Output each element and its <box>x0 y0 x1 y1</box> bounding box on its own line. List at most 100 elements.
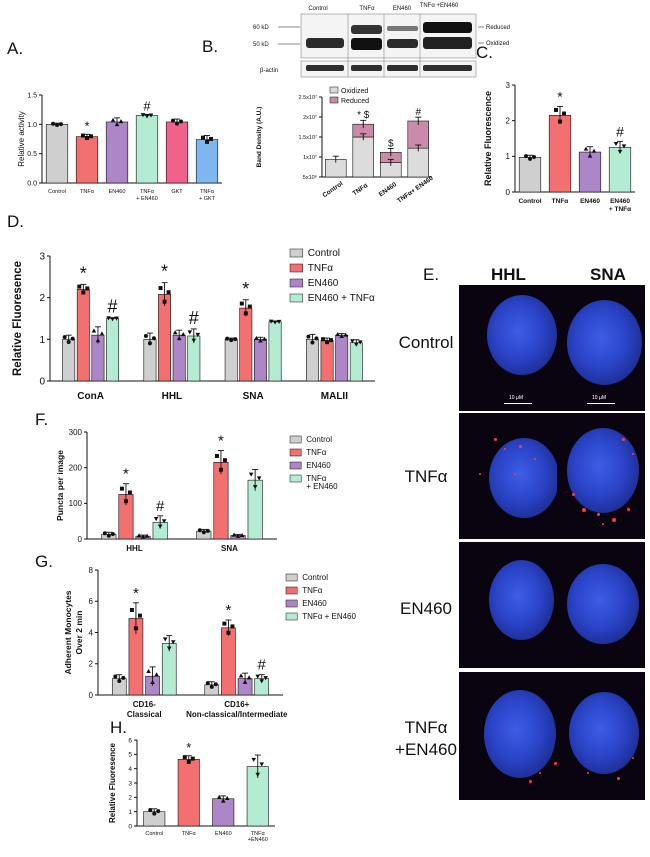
chart-a-xtick: TNFα <box>140 189 155 195</box>
chart-g-y-tick-label: 0 <box>89 691 94 700</box>
chart-g-point <box>205 681 210 686</box>
chart-d-point <box>254 335 259 341</box>
chart-a-point <box>201 135 205 140</box>
chart-d-point <box>106 316 111 321</box>
chart-f-y-tick-label: 200 <box>69 463 83 472</box>
chart-a-xtick: TNFα <box>200 189 215 195</box>
chart-g-point <box>129 608 134 612</box>
chart-f-legend-swatch <box>289 461 302 470</box>
chart-h-point <box>220 798 226 803</box>
chart-f-point <box>102 531 107 536</box>
chart-f-point <box>248 472 254 477</box>
chart-c-point <box>583 146 589 151</box>
chart-a-point <box>118 119 124 124</box>
chart-f-point <box>161 519 167 524</box>
chart-f-point <box>222 458 227 463</box>
chart-f-point <box>205 528 210 533</box>
chart-a-point <box>59 122 63 127</box>
chart-f-y-tick-label: 300 <box>69 428 83 437</box>
chart-d-point <box>247 304 252 309</box>
chart-g-point <box>263 676 269 681</box>
panel-letter-b: B. <box>202 37 219 56</box>
chart-a-point <box>179 119 183 124</box>
chart-f-annotation: * <box>218 433 224 450</box>
chart-a-point <box>89 134 93 139</box>
western-blot: Control TNFα EN460 TNFα +EN460 60 kD 50 … <box>253 3 510 78</box>
chart-d-y-tick-label: 0 <box>39 377 45 388</box>
chart-a-bar <box>45 124 69 184</box>
panel-letter-a: A. <box>7 39 24 58</box>
chart-d-legend-label: Control <box>308 248 340 259</box>
chart-g-legend-label: TNFα + EN460 <box>302 612 356 621</box>
band-combo-oxidized <box>423 37 472 49</box>
chart-h-point <box>148 807 153 812</box>
chart-d-point <box>268 319 274 324</box>
chart-d-legend-swatch <box>289 248 304 258</box>
chart-g-annotation: * <box>226 602 232 619</box>
chart-d-legend-label: EN460 + TNFα <box>308 293 375 304</box>
micro-scale-text: 10 µM <box>509 395 523 401</box>
chart-h-xtick: TNFα <box>182 831 197 837</box>
chart-h-xtick: TNFα <box>251 831 266 837</box>
chart-c-bar <box>548 115 572 193</box>
chart-f-legend-label: TNFα <box>306 474 327 483</box>
chart-c-xtick: + TNFα <box>609 206 631 213</box>
chart-c-y-tick-label: 0 <box>506 188 511 197</box>
chart-d-point <box>321 337 326 342</box>
chart-h-y-tick-label: 4 <box>128 766 132 773</box>
chart-h-y-tick-label: 0 <box>128 823 132 830</box>
chart-f-point <box>153 516 159 522</box>
chart-d-bar <box>158 294 172 382</box>
chart-g-point <box>150 679 155 684</box>
panel-letter-h: H. <box>110 718 127 737</box>
chart-b-y-tick-label: 5x10⁶ <box>303 174 317 181</box>
chart-d-point <box>243 311 248 316</box>
chart-g-point <box>146 668 151 673</box>
chart-d-point <box>85 286 90 291</box>
chart-a-point <box>81 133 85 138</box>
chart-d-point <box>350 339 355 344</box>
micro-col-sna: SNA <box>590 265 626 284</box>
chart-f-point <box>136 533 142 538</box>
blot-lane-control: Control <box>308 6 327 12</box>
chart-g-point <box>166 646 172 651</box>
chart-h-bar <box>212 798 235 827</box>
chart-g-legend-label: EN460 <box>302 599 327 608</box>
blot-mw-50: 50 kD <box>253 42 269 48</box>
chart-d-point <box>354 342 359 347</box>
panel-letter-d: D. <box>7 212 24 231</box>
chart-f-legend-label: EN460 <box>306 461 331 470</box>
chart-a-bar <box>75 136 99 184</box>
chart-f-point <box>106 533 111 538</box>
chart-a-bar <box>135 115 159 184</box>
chart-c-xtick: TNFα <box>552 198 569 205</box>
chart-g-point <box>246 675 252 680</box>
chart-d-point <box>114 316 119 321</box>
chart-d-point <box>325 340 330 345</box>
chart-h-xtick: EN460 <box>215 831 232 837</box>
chart-d-point <box>233 337 238 342</box>
chart-g-point <box>230 624 235 629</box>
chart-b-bar-oxidized <box>352 136 374 178</box>
chart-h-point <box>190 756 195 761</box>
chart-d-point <box>81 290 86 295</box>
chart-g-ylabel: Over 2 min <box>74 611 84 655</box>
chart-f-legend-swatch <box>289 448 302 457</box>
chart-f-point <box>239 532 245 538</box>
chart-c-y-tick-label: 1 <box>506 152 511 161</box>
chart-g-point <box>170 640 176 645</box>
chart-f-point <box>110 531 115 536</box>
chart-g-xtick: CD16- <box>133 700 156 709</box>
chart-d-point <box>147 341 152 346</box>
panel-letter-e: E. <box>423 265 440 284</box>
chart-h-y-tick-label: 2 <box>128 795 132 802</box>
chart-a-xtick: TNFα <box>80 189 95 195</box>
chart-h-annotation: * <box>186 740 191 755</box>
chart-f-point <box>123 499 128 504</box>
panel-letter-g: G. <box>35 552 53 571</box>
chart-g-point <box>238 673 244 678</box>
chart-d-point <box>229 338 234 343</box>
chart-d-bar <box>320 340 334 382</box>
blot-reduced-label: Reduced <box>486 25 510 31</box>
chart-d-y-tick-label: 2 <box>39 293 45 304</box>
